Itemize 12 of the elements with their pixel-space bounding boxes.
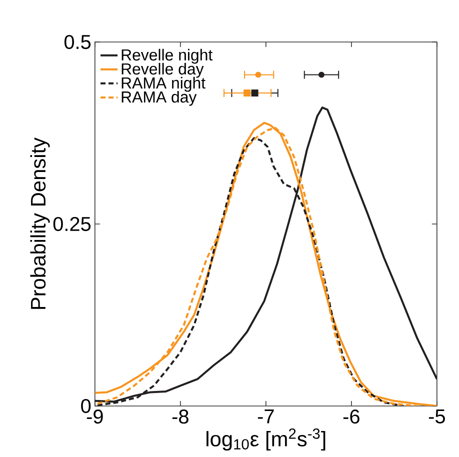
- legend-label: Revelle night: [122, 48, 213, 64]
- x-tick-label: -6: [343, 410, 360, 424]
- legend-label: RAMA day: [122, 90, 197, 106]
- y-axis-title: Probability Density: [30, 137, 50, 309]
- legend-label: RAMA night: [122, 76, 206, 92]
- y-tick-label: 0.25: [53, 216, 91, 232]
- legend-label: Revelle day: [122, 62, 204, 78]
- x-axis-title: log$_{10}$ε [m$^{2}$s$^{-3}$]: [206, 428, 326, 451]
- x-tick-label: -5: [428, 410, 445, 424]
- x-tick-label: -8: [172, 410, 188, 424]
- y-tick-label: 0.5: [64, 34, 91, 50]
- x-tick-label: -7: [258, 410, 274, 424]
